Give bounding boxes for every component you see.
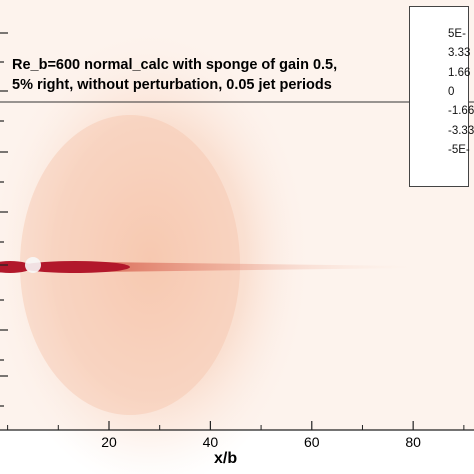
x-axis-label: x/b	[214, 450, 238, 467]
title-line-2: 5% right, without perturbation, 0.05 jet…	[12, 77, 332, 93]
colorbar-label: 0	[448, 86, 455, 98]
jet-inlet	[0, 261, 32, 273]
y-ticks	[0, 32, 8, 407]
colorbar-label: 1.66	[448, 66, 471, 79]
colorbar-label: -5E-	[448, 144, 470, 156]
x-tick-label: 60	[303, 434, 320, 450]
jet-tail	[95, 262, 410, 272]
colorbar-label: 5E-	[448, 28, 466, 40]
colorbar-label: 3.33	[448, 47, 471, 60]
colorbar-label: -3.33	[448, 124, 474, 137]
x-tick-label: 80	[405, 434, 421, 450]
title-line-1: Re_b=600 normal_calc with sponge of gain…	[12, 57, 338, 73]
plume-field	[0, 30, 310, 474]
x-tick-label: 40	[202, 434, 219, 450]
x-ticks	[7, 421, 465, 430]
colorbar-label: -1.66	[448, 105, 474, 118]
colorbar-legend	[409, 6, 469, 187]
jet-gap	[25, 257, 41, 273]
x-tick-label: 20	[101, 434, 117, 450]
jet-core	[20, 261, 130, 273]
